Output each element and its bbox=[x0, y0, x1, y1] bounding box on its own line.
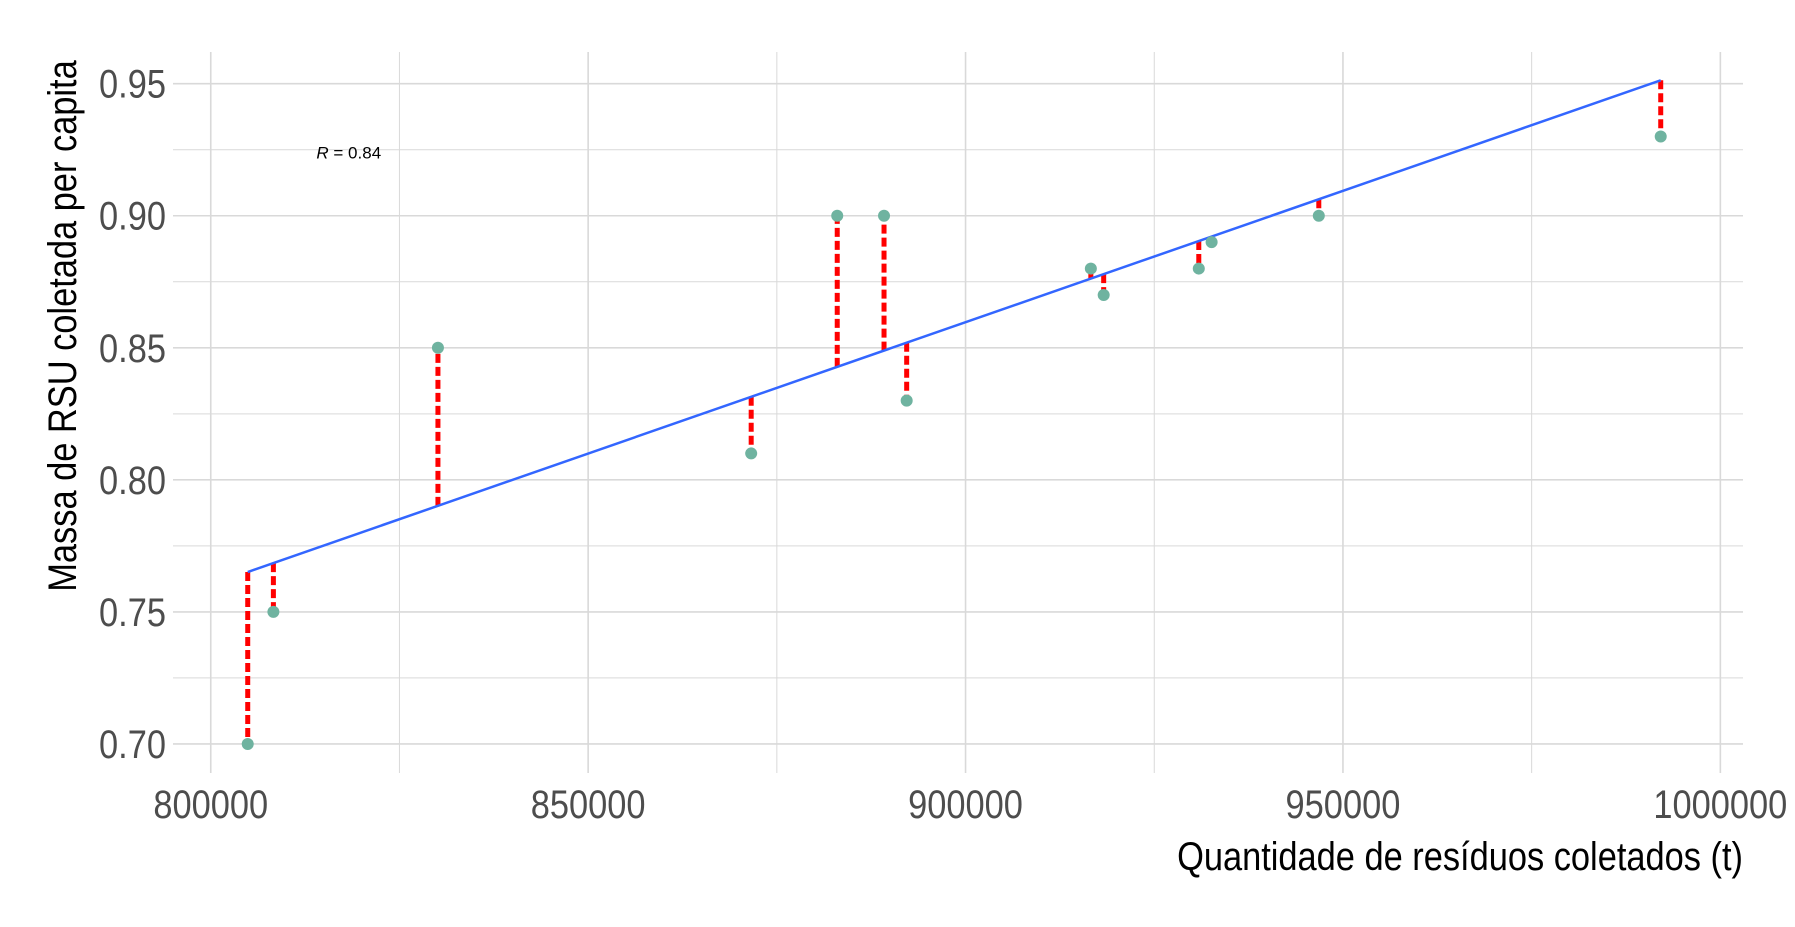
y-tick-label: 0.90 bbox=[99, 193, 166, 238]
x-tick-label: 950000 bbox=[1286, 782, 1401, 827]
regression-line-group bbox=[247, 79, 1662, 574]
grid-major bbox=[173, 52, 1743, 773]
data-point bbox=[1097, 288, 1110, 301]
data-point bbox=[267, 605, 280, 618]
y-tick-label: 0.80 bbox=[99, 457, 166, 502]
y-tick-label: 0.70 bbox=[99, 721, 166, 766]
correlation-value: = 0.84 bbox=[329, 143, 381, 162]
data-points bbox=[241, 130, 1667, 750]
correlation-symbol: R bbox=[316, 143, 328, 162]
data-point bbox=[1192, 262, 1205, 275]
y-tick-label: 0.75 bbox=[99, 589, 166, 634]
data-point bbox=[1312, 209, 1325, 222]
data-point bbox=[1205, 236, 1218, 249]
x-tick-label: 900000 bbox=[908, 782, 1023, 827]
y-tick-labels: 0.70 0.75 0.80 0.85 0.90 0.95 bbox=[99, 61, 166, 766]
x-tick-label: 1000000 bbox=[1653, 782, 1787, 827]
y-axis-title: Massa de RSU coletada per capita bbox=[40, 60, 85, 592]
data-point bbox=[831, 209, 844, 222]
data-point bbox=[745, 447, 758, 460]
correlation-annotation: R = 0.84 bbox=[316, 143, 381, 162]
grid-minor bbox=[173, 52, 1743, 773]
y-tick-label: 0.85 bbox=[99, 325, 166, 370]
x-tick-label: 850000 bbox=[531, 782, 646, 827]
x-tick-labels: 800000 850000 900000 950000 1000000 bbox=[153, 782, 1787, 827]
data-point bbox=[900, 394, 913, 407]
residual-lines bbox=[245, 80, 1664, 744]
data-point bbox=[1654, 130, 1667, 143]
x-tick-label: 800000 bbox=[153, 782, 268, 827]
data-point bbox=[431, 341, 444, 354]
data-point bbox=[878, 209, 891, 222]
data-point bbox=[1084, 262, 1097, 275]
data-point bbox=[241, 737, 254, 750]
y-tick-label: 0.95 bbox=[99, 61, 166, 106]
x-axis-title: Quantidade de resíduos coletados (t) bbox=[1177, 834, 1743, 879]
regression-line bbox=[247, 79, 1662, 574]
